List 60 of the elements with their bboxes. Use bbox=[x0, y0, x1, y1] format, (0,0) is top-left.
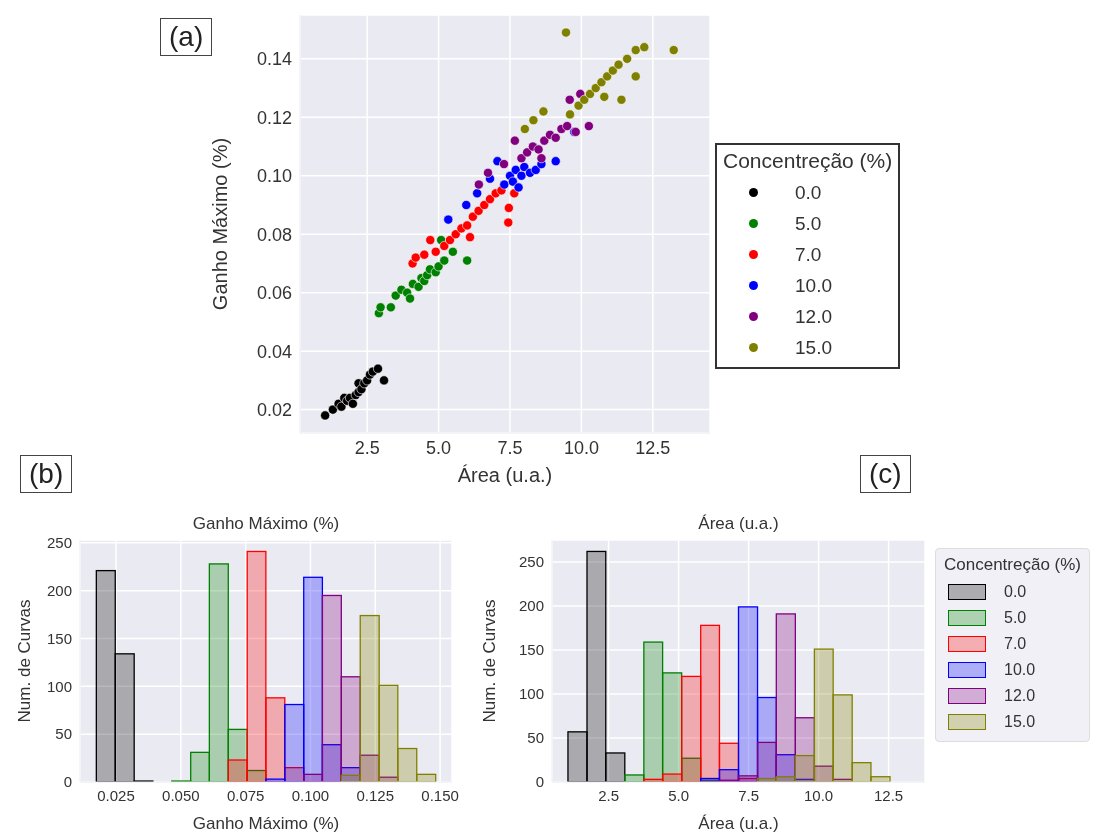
x-tick-label: 7.5 bbox=[497, 437, 523, 458]
y-tick-label: 0.10 bbox=[256, 166, 292, 187]
legend-title: Concentreção (%) bbox=[723, 149, 893, 173]
y-axis-title: Num. de Curvas bbox=[15, 599, 35, 723]
y-tick-label: 0.04 bbox=[256, 341, 292, 362]
y-tick-label: 250 bbox=[518, 553, 544, 571]
y-tick-label: 50 bbox=[527, 729, 544, 747]
y-tick-label: 200 bbox=[46, 582, 72, 600]
x-tick-label: 12.5 bbox=[873, 786, 904, 804]
legend-label: 5.0 bbox=[1004, 609, 1027, 627]
x-tick-label: 0.025 bbox=[97, 786, 135, 804]
x-tick-label: 7.5 bbox=[738, 786, 760, 804]
legend-label: 12.0 bbox=[1004, 687, 1036, 705]
y-axis-title: Ganho Máximo (%) bbox=[209, 137, 232, 311]
legend-label: 7.0 bbox=[795, 243, 822, 266]
y-tick-label: 0.02 bbox=[256, 400, 292, 421]
x-tick-label: 10.0 bbox=[803, 786, 834, 804]
text: (b) bbox=[20, 455, 73, 493]
x-tick-label: 10.0 bbox=[563, 437, 599, 458]
legend-label: 10.0 bbox=[1004, 661, 1036, 679]
y-tick-label: 150 bbox=[518, 641, 544, 659]
chart-title: Área (u.a.) bbox=[697, 514, 780, 534]
y-tick-label: 0 bbox=[535, 773, 544, 791]
y-tick-label: 0 bbox=[63, 773, 72, 791]
y-tick-label: 50 bbox=[55, 725, 72, 743]
x-tick-label: 0.125 bbox=[356, 786, 395, 804]
y-tick-label: 200 bbox=[518, 597, 544, 615]
x-tick-label: 0.075 bbox=[226, 786, 265, 804]
x-tick-label: 2.5 bbox=[598, 786, 619, 804]
legend-title: Concentreção (%) bbox=[944, 555, 1082, 575]
x-axis-title: Ganho Máximo (%) bbox=[192, 814, 340, 833]
y-tick-label: 0.08 bbox=[256, 224, 292, 245]
y-tick-label: 0.06 bbox=[256, 283, 292, 304]
legend-label: 15.0 bbox=[1004, 713, 1036, 731]
y-tick-label: 250 bbox=[46, 534, 72, 552]
x-tick-label: 0.150 bbox=[421, 786, 459, 804]
x-tick-label: 5.0 bbox=[426, 437, 452, 458]
y-tick-label: 150 bbox=[46, 629, 72, 647]
chart-title: Ganho Máximo (%) bbox=[191, 514, 341, 534]
y-axis-title: Num. de Curvas bbox=[480, 599, 500, 723]
text: (a) bbox=[160, 18, 213, 56]
legend-label: 10.0 bbox=[795, 274, 832, 297]
text: (c) bbox=[860, 455, 911, 493]
x-tick-label: 0.050 bbox=[162, 786, 200, 804]
y-tick-label: 100 bbox=[46, 677, 72, 695]
y-tick-label: 100 bbox=[518, 685, 544, 703]
x-tick-label: 2.5 bbox=[354, 437, 380, 458]
x-tick-label: 12.5 bbox=[635, 437, 671, 458]
legend-label: 5.0 bbox=[795, 212, 822, 235]
y-tick-label: 0.14 bbox=[256, 49, 292, 70]
y-tick-label: 0.12 bbox=[256, 107, 292, 128]
x-axis-title: Área (u.a.) bbox=[698, 814, 779, 833]
legend-label: 0.0 bbox=[1004, 583, 1027, 601]
legend-label: 12.0 bbox=[795, 305, 832, 328]
legend-label: 0.0 bbox=[795, 181, 822, 204]
x-axis-title: Área (u.a.) bbox=[457, 464, 553, 486]
x-tick-label: 5.0 bbox=[668, 786, 689, 804]
legend-label: 7.0 bbox=[1004, 635, 1027, 653]
legend-label: 15.0 bbox=[795, 336, 832, 359]
x-tick-label: 0.100 bbox=[291, 786, 330, 804]
